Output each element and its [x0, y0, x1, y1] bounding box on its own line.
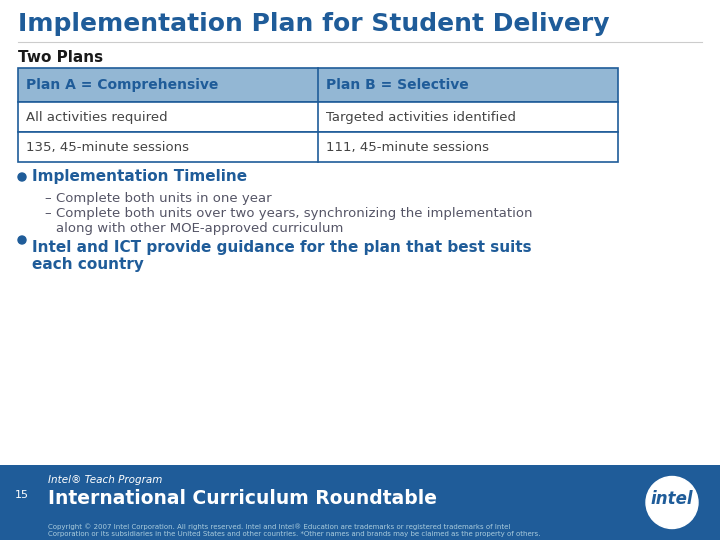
Circle shape: [646, 476, 698, 529]
Text: Copyright © 2007 Intel Corporation. All rights reserved. Intel and Intel® Educat: Copyright © 2007 Intel Corporation. All …: [48, 523, 541, 537]
Text: Plan A = Comprehensive: Plan A = Comprehensive: [26, 78, 218, 92]
Text: 135, 45-minute sessions: 135, 45-minute sessions: [26, 140, 189, 153]
Text: Complete both units over two years, synchronizing the implementation
along with : Complete both units over two years, sync…: [56, 207, 533, 235]
Text: Intel and ICT provide guidance for the plan that best suits
each country: Intel and ICT provide guidance for the p…: [32, 240, 531, 272]
Text: Complete both units in one year: Complete both units in one year: [56, 192, 271, 205]
Text: Implementation Plan for Student Delivery: Implementation Plan for Student Delivery: [18, 12, 610, 36]
Bar: [18, 132, 618, 162]
Text: Implementation Timeline: Implementation Timeline: [32, 170, 247, 185]
Text: –: –: [44, 192, 50, 205]
Text: Intel® Teach Program: Intel® Teach Program: [48, 475, 163, 485]
Text: intel: intel: [651, 489, 693, 508]
Text: Plan B = Selective: Plan B = Selective: [326, 78, 469, 92]
Bar: [18, 102, 618, 132]
Bar: [0, 465, 720, 540]
Text: All activities required: All activities required: [26, 111, 168, 124]
Text: Education: Education: [651, 513, 693, 522]
Bar: [18, 68, 618, 102]
Text: International Curriculum Roundtable: International Curriculum Roundtable: [48, 489, 437, 508]
Text: –: –: [44, 207, 50, 220]
Text: 111, 45-minute sessions: 111, 45-minute sessions: [326, 140, 489, 153]
Text: 15: 15: [15, 490, 29, 500]
Text: Targeted activities identified: Targeted activities identified: [326, 111, 516, 124]
Text: Two Plans: Two Plans: [18, 50, 103, 65]
Circle shape: [18, 236, 26, 244]
Circle shape: [18, 173, 26, 181]
